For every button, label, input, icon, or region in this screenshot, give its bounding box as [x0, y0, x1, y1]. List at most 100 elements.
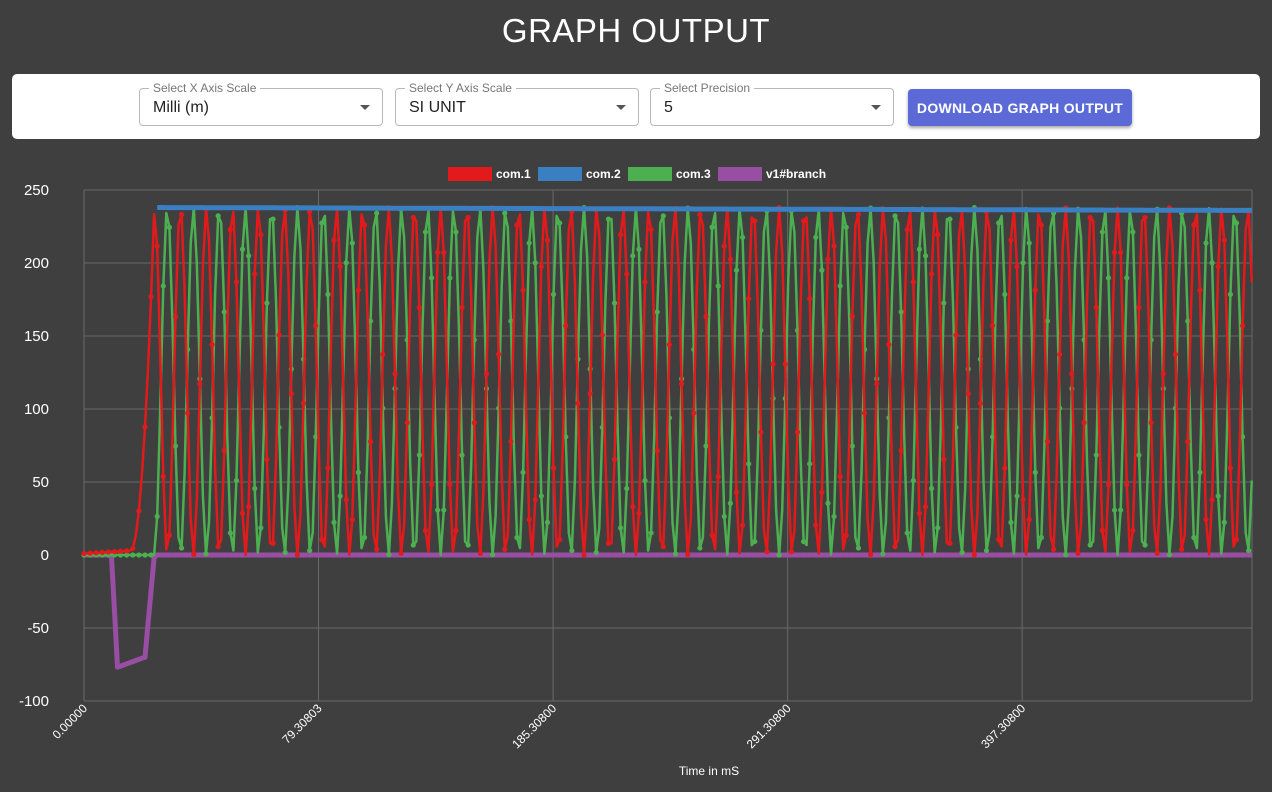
com-1-point: [837, 473, 843, 480]
com-3-point: [843, 224, 849, 230]
v1-branch-point: [703, 552, 709, 558]
v1-branch-point: [343, 552, 349, 558]
com-3-point: [660, 213, 666, 219]
com-1-point: [1014, 263, 1020, 270]
com-1-point: [252, 271, 258, 277]
v1-branch-point: [355, 552, 362, 558]
v1-branch-point: [154, 552, 160, 558]
com-1-point: [355, 287, 362, 293]
com-1-point: [996, 536, 1002, 543]
com-1-point: [319, 536, 325, 543]
com-1-point: [611, 456, 618, 463]
v1-branch-point: [679, 552, 685, 558]
com-3-point: [1002, 291, 1008, 297]
com-1-point: [99, 549, 105, 556]
x-axis-scale-select[interactable]: Select X Axis Scale Milli (m): [139, 81, 383, 126]
com-1-point: [922, 504, 929, 510]
com-1-point: [1093, 304, 1099, 311]
v1-branch-point: [496, 552, 502, 558]
com-1-point: [313, 323, 319, 329]
com-1-point: [520, 287, 526, 293]
v1-branch-point: [465, 552, 471, 558]
com-2-series-line: [157, 205, 1252, 213]
com-3-point: [459, 452, 465, 458]
com-1-point: [496, 351, 502, 357]
v1-branch-point: [1105, 552, 1112, 558]
y-tick-label: 0: [41, 547, 49, 564]
v1-branch-point: [746, 552, 752, 558]
download-graph-output-button[interactable]: DOWNLOAD GRAPH OUTPUT: [908, 89, 1132, 126]
com-3-point: [374, 210, 380, 216]
com-1-point: [813, 522, 819, 528]
com-1-point: [1087, 214, 1093, 221]
com-1-point: [197, 381, 203, 387]
com-1-point: [898, 447, 904, 454]
v1-branch-point: [538, 552, 544, 558]
com-3-point: [422, 229, 429, 235]
com-3-point: [148, 552, 154, 558]
com-3-point: [1063, 552, 1069, 558]
com-3-point: [1087, 542, 1093, 548]
y-tick-label: -100: [19, 693, 49, 710]
v1-branch-point: [892, 552, 898, 558]
y-tick-label: 150: [24, 328, 49, 345]
com-1-point: [929, 271, 935, 277]
v1-branch-point: [502, 552, 508, 558]
com-3-point: [630, 253, 636, 259]
controls-card: Select X Axis Scale Milli (m) Select Y A…: [12, 74, 1260, 139]
com-3-point: [264, 300, 270, 306]
v1-branch-point: [471, 552, 477, 558]
v1-branch-point: [410, 552, 416, 558]
com-1-point: [246, 504, 252, 510]
v1-branch-point: [1233, 552, 1240, 558]
com-1-point: [453, 527, 459, 534]
com-1-point: [459, 304, 465, 311]
com-1-point: [508, 438, 514, 445]
com-1-point: [300, 400, 307, 406]
v1-branch-point: [697, 552, 703, 558]
com-1-point: [636, 510, 642, 516]
v1-branch-point: [416, 552, 422, 558]
com-1-point: [624, 271, 630, 277]
precision-select[interactable]: Select Precision 5: [650, 81, 894, 126]
com-1-point: [618, 232, 624, 238]
com-3-point: [258, 525, 264, 531]
com-3-point: [166, 224, 172, 230]
v1-branch-point: [1050, 552, 1057, 558]
com-1-point: [855, 211, 862, 218]
v1-branch-point: [514, 552, 520, 558]
v1-branch-point: [715, 552, 721, 558]
com-1-point: [746, 296, 752, 302]
com-3-point: [922, 253, 929, 259]
v1-branch-point: [392, 552, 398, 558]
com-1-point: [93, 550, 99, 556]
com-1-point: [1099, 527, 1105, 534]
com-1-point: [849, 313, 855, 320]
v1-branch-point: [380, 552, 386, 558]
com-1-point: [410, 214, 416, 221]
com-1-point: [831, 243, 837, 249]
v1-branch-point: [526, 552, 532, 558]
v1-branch-point: [435, 552, 441, 558]
com-3-point: [441, 507, 447, 513]
v1-branch-point: [300, 552, 307, 558]
v1-branch-point: [447, 552, 453, 558]
v1-branch-point: [270, 552, 276, 558]
com-3-point: [465, 542, 471, 548]
v1-branch-point: [1172, 552, 1179, 558]
v1-branch-point: [422, 552, 429, 558]
v1-branch-point: [337, 552, 343, 558]
com-1-point: [953, 332, 959, 338]
v1-branch-point: [947, 552, 953, 558]
com-1-point: [337, 263, 343, 270]
com-3-point: [672, 551, 679, 557]
com-1-point: [191, 551, 197, 557]
y-axis-scale-select[interactable]: Select Y Axis Scale SI UNIT: [395, 81, 639, 126]
v1-branch-point: [453, 552, 459, 558]
com-3-point: [1026, 240, 1032, 246]
com-1-point: [709, 532, 715, 538]
v1-branch-point: [800, 552, 807, 558]
com-1-point: [697, 211, 703, 218]
legend-swatch: [538, 167, 582, 181]
v1-branch-point: [721, 552, 727, 558]
